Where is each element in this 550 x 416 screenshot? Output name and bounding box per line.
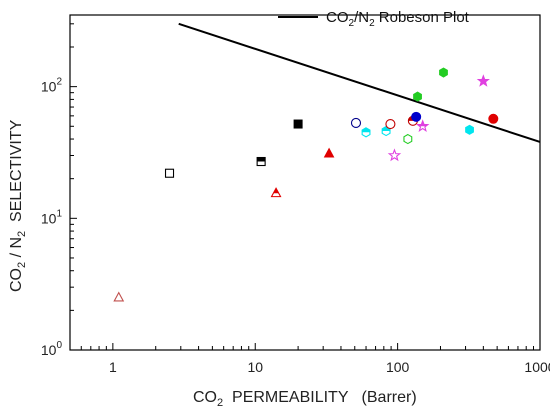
data-point-triangle-solid [323,147,335,158]
data-point-hexagon-open [403,133,413,145]
data-point-triangle-half-top-fill [273,188,279,194]
data-point-hexagon-solid [465,124,474,135]
data-point-circle-solid [488,113,499,124]
x-tick-label: 1 [109,359,117,375]
data-points [113,67,499,302]
y-axis-label: CO2 / N2 SELECTIVITY [8,119,28,292]
x-axis-label: CO2 PERMEABILITY (Barrer) [193,389,417,409]
data-point-hexagon-half [361,127,371,138]
axis-ticks: 1 10 100 1000 100 101 102 [41,23,550,375]
data-point-circle-open [385,118,396,130]
legend-label: CO2/N2 Robeson Plot [326,9,470,29]
data-point-triangle-half [270,187,282,198]
data-point-square-open [164,168,175,178]
y-tick-label: 102 [41,77,63,95]
y-tick-label: 101 [41,208,63,226]
data-point-star-solid [476,74,490,87]
x-tick-label: 10 [247,359,263,375]
data-point-circle-open [350,117,362,128]
robeson-upper-bound-line [178,22,541,143]
data-point-star-half [415,119,430,133]
data-point-hexagon-half-top-fill [382,126,390,132]
plot-frame [69,14,541,351]
data-point-square-solid [293,119,303,129]
data-point-circle-solid [411,111,422,122]
data-point-hexagon-solid [413,91,422,102]
robeson-line-group [178,22,541,143]
data-point-square-half [256,156,266,167]
data-point-star-open [387,148,402,162]
x-tick-label: 100 [386,359,410,375]
data-point-hexagon-solid [439,67,448,78]
data-point-triangle-open [113,291,125,302]
x-tick-label: 1000 [524,359,550,375]
data-point-square-half-top-fill [257,157,266,162]
y-tick-label: 100 [41,340,63,358]
